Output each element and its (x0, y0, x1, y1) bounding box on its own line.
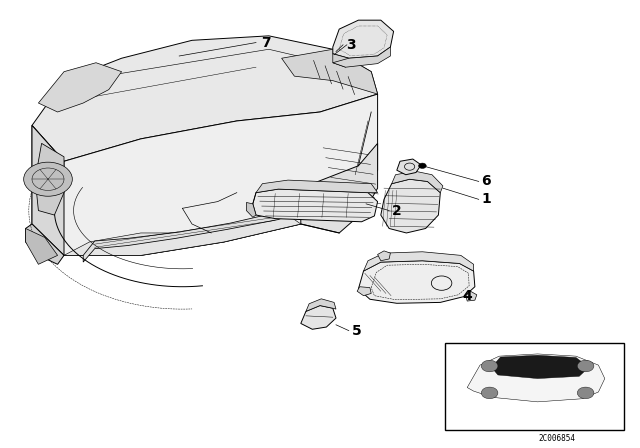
Polygon shape (26, 228, 58, 264)
Polygon shape (83, 211, 298, 262)
Polygon shape (357, 287, 371, 296)
Polygon shape (381, 179, 440, 233)
Circle shape (419, 163, 426, 168)
Polygon shape (364, 252, 474, 271)
Text: 2C006854: 2C006854 (538, 434, 575, 443)
Polygon shape (253, 189, 378, 222)
Polygon shape (397, 159, 421, 175)
Polygon shape (333, 20, 394, 58)
Text: 7: 7 (260, 35, 271, 50)
Circle shape (24, 162, 72, 196)
Polygon shape (32, 94, 378, 255)
Text: 6: 6 (481, 174, 492, 189)
Polygon shape (467, 354, 605, 402)
Polygon shape (26, 224, 64, 264)
Polygon shape (392, 171, 443, 193)
Text: 3: 3 (346, 38, 356, 52)
Polygon shape (333, 54, 349, 67)
Polygon shape (32, 36, 378, 161)
Polygon shape (301, 143, 378, 233)
Circle shape (577, 387, 594, 399)
Polygon shape (378, 251, 390, 261)
Polygon shape (358, 261, 475, 303)
Polygon shape (492, 355, 589, 379)
Polygon shape (256, 180, 378, 193)
Polygon shape (306, 299, 336, 311)
Text: 2: 2 (392, 203, 402, 218)
Text: 4: 4 (462, 289, 472, 303)
Circle shape (481, 387, 498, 399)
Polygon shape (333, 47, 390, 67)
Bar (445, 343, 624, 430)
Text: 1: 1 (481, 192, 492, 207)
Polygon shape (246, 202, 256, 217)
Polygon shape (301, 306, 336, 329)
Polygon shape (466, 291, 477, 301)
Circle shape (577, 360, 594, 372)
Polygon shape (282, 49, 378, 94)
Text: 5: 5 (352, 323, 362, 338)
Circle shape (481, 360, 498, 372)
Polygon shape (32, 125, 64, 255)
Polygon shape (35, 143, 64, 215)
Polygon shape (64, 215, 301, 255)
Polygon shape (38, 63, 122, 112)
